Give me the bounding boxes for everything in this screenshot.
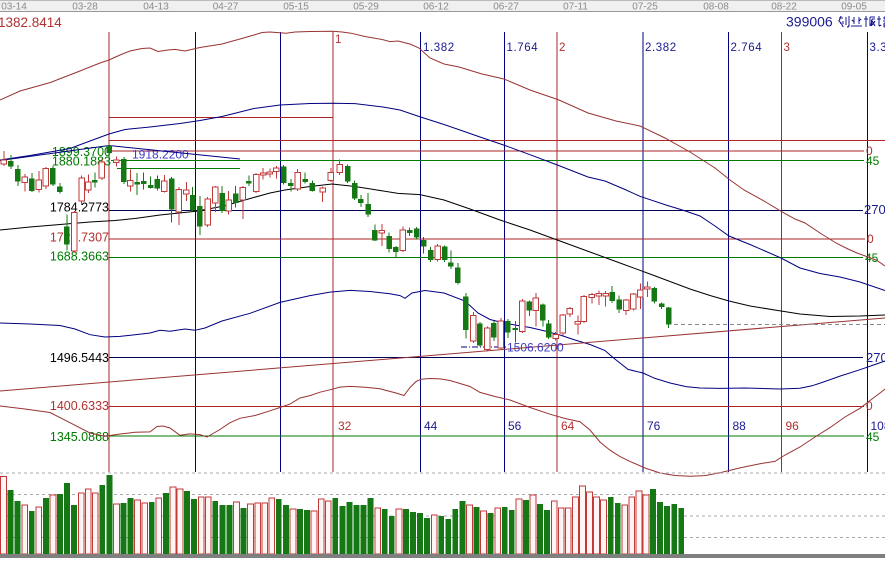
- svg-text:1382.8414: 1382.8414: [0, 15, 62, 30]
- svg-text:64: 64: [561, 419, 575, 433]
- svg-text:2.382: 2.382: [645, 42, 677, 54]
- svg-text:1.382: 1.382: [423, 42, 455, 54]
- svg-text:05-29: 05-29: [353, 2, 379, 13]
- svg-text:1725.7307: 1725.7307: [50, 231, 109, 245]
- svg-text:399006: 399006: [786, 14, 833, 30]
- svg-text:45: 45: [866, 154, 880, 168]
- svg-text:44: 44: [424, 419, 438, 433]
- svg-text:1: 1: [335, 34, 342, 46]
- svg-text:03-14: 03-14: [1, 2, 27, 13]
- svg-text:1400.6333: 1400.6333: [50, 399, 109, 413]
- svg-text:56: 56: [508, 419, 522, 433]
- svg-text:32: 32: [338, 419, 352, 433]
- svg-text:08-22: 08-22: [771, 2, 797, 13]
- svg-text:1506.6200: 1506.6200: [507, 341, 564, 355]
- svg-text:08-08: 08-08: [703, 2, 729, 13]
- svg-text:1.764: 1.764: [507, 42, 539, 54]
- svg-text:04-27: 04-27: [213, 2, 239, 13]
- svg-text:2: 2: [559, 42, 566, 54]
- svg-text:3: 3: [784, 42, 791, 54]
- svg-text:0: 0: [867, 232, 874, 246]
- svg-text:76: 76: [647, 419, 661, 433]
- svg-text:06-27: 06-27: [493, 2, 519, 13]
- svg-text:05-15: 05-15: [283, 2, 309, 13]
- svg-text:07-11: 07-11: [563, 2, 588, 13]
- svg-text:0: 0: [866, 399, 873, 413]
- svg-text:09-05: 09-05: [841, 2, 867, 13]
- svg-text:06-12: 06-12: [423, 2, 449, 13]
- svg-text:2.764: 2.764: [731, 42, 763, 54]
- svg-text:1784.2773: 1784.2773: [50, 201, 109, 215]
- svg-text:270: 270: [866, 350, 885, 365]
- svg-text:96: 96: [786, 419, 800, 433]
- svg-text:1688.3663: 1688.3663: [50, 250, 109, 264]
- svg-text:45: 45: [865, 251, 879, 265]
- svg-text:1345.0868: 1345.0868: [50, 430, 109, 444]
- svg-text:1918.2200: 1918.2200: [132, 148, 189, 162]
- svg-text:270: 270: [864, 202, 885, 217]
- svg-text:07-25: 07-25: [632, 2, 658, 13]
- svg-text:1496.5443: 1496.5443: [50, 351, 109, 365]
- svg-text:3.382: 3.382: [870, 42, 885, 54]
- svg-text:88: 88: [733, 419, 747, 433]
- svg-text:04-13: 04-13: [143, 2, 169, 13]
- svg-text:45: 45: [866, 430, 880, 444]
- svg-text:03-28: 03-28: [72, 2, 98, 13]
